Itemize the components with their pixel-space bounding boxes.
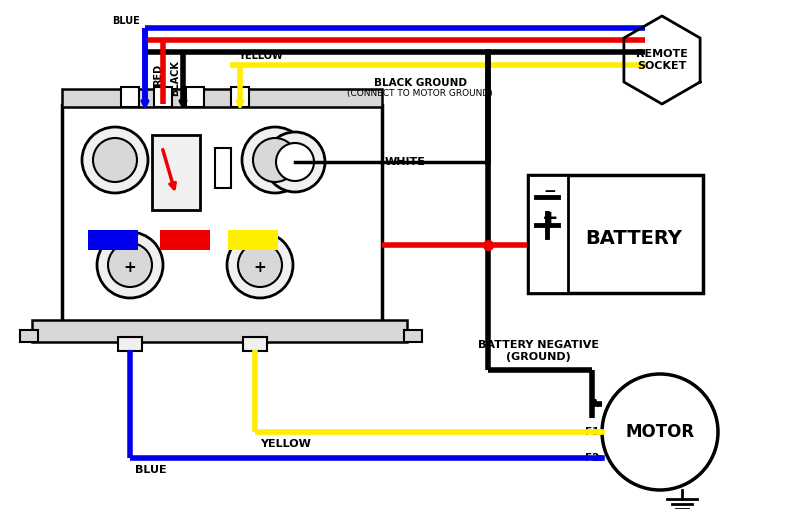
Text: BLACK: BLACK [170,60,180,96]
Circle shape [276,143,314,181]
Bar [20,330,38,342]
Circle shape [238,243,282,287]
Text: A: A [591,399,599,409]
Text: REMOTE
SOCKET: REMOTE SOCKET [636,49,688,71]
Text: BLACK GROUND: BLACK GROUND [374,78,466,88]
Bar [121,87,139,107]
Text: BLUE: BLUE [135,465,166,475]
Text: BLUE: BLUE [112,16,140,26]
Bar [528,175,568,293]
Bar [88,230,138,250]
Circle shape [253,138,297,182]
Circle shape [108,243,152,287]
Bar [528,175,703,293]
Bar [152,135,200,210]
Text: −: − [544,184,557,199]
Circle shape [227,232,293,298]
Circle shape [602,374,718,490]
Bar [186,87,204,107]
Bar [231,87,249,107]
Circle shape [97,232,163,298]
Bar [228,230,278,250]
Text: +: + [254,261,266,275]
Text: +: + [123,261,137,275]
Text: F1: F1 [585,427,599,437]
Text: RED: RED [153,64,163,86]
Bar [160,230,210,250]
Bar [62,89,382,107]
Circle shape [265,132,325,192]
Bar [62,105,382,325]
Text: YELLOW: YELLOW [260,439,311,449]
Bar [243,337,267,351]
Bar [404,330,422,342]
Bar [118,337,142,351]
Text: BATTERY NEGATIVE
(GROUND): BATTERY NEGATIVE (GROUND) [477,340,598,361]
Text: MOTOR: MOTOR [626,423,695,441]
Bar [32,320,407,342]
Circle shape [93,138,137,182]
Text: WHITE: WHITE [385,157,426,167]
Bar [154,87,172,107]
Bar [215,148,231,188]
Text: (CONNECT TO MOTOR GROUND): (CONNECT TO MOTOR GROUND) [347,89,493,98]
Text: BATTERY: BATTERY [585,230,682,248]
Circle shape [82,127,148,193]
Text: +: + [542,210,558,229]
Text: YELLOW: YELLOW [238,51,283,61]
Circle shape [242,127,308,193]
Text: F2: F2 [585,453,599,463]
